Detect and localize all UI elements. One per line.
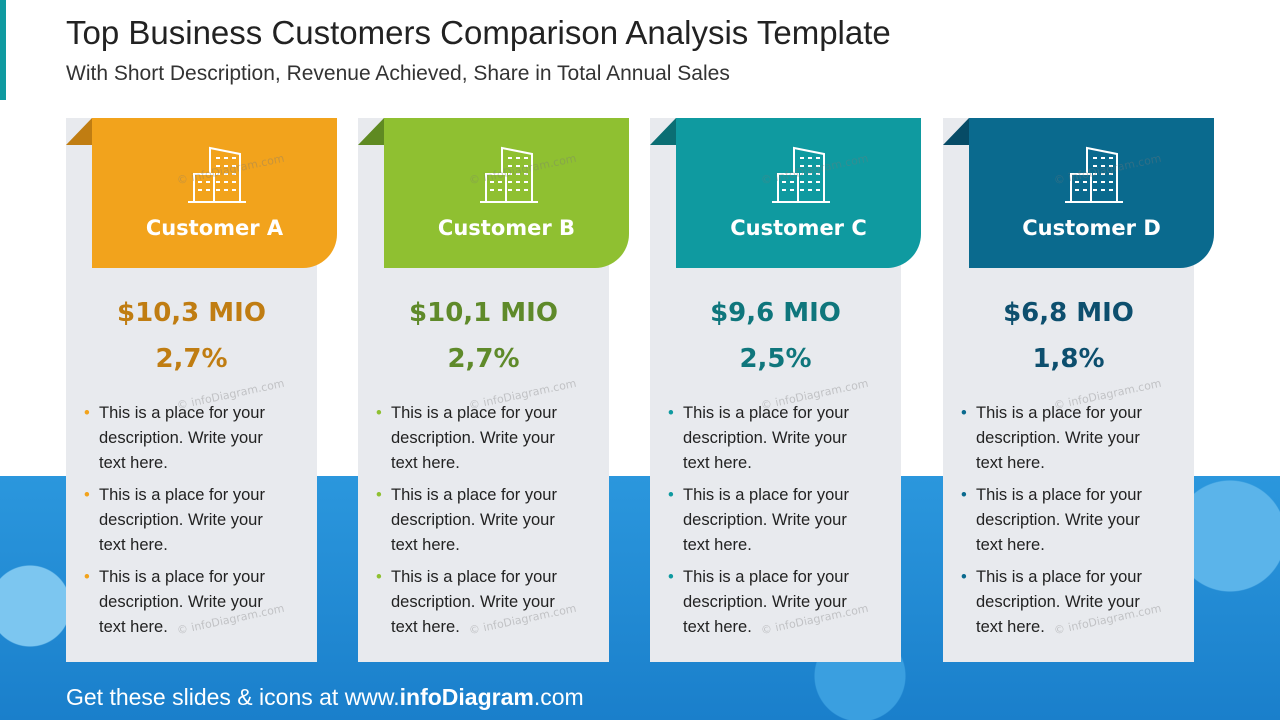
bullet: •	[84, 486, 90, 504]
card: Customer D $6,8 MIO 1,8% • This is a place f…	[943, 118, 1214, 662]
bullet: •	[961, 404, 967, 422]
bullet: •	[961, 568, 967, 586]
card-header: Customer D	[969, 118, 1214, 268]
bullet: •	[376, 404, 382, 422]
card-header: Customer A	[92, 118, 337, 268]
bullet: •	[961, 486, 967, 504]
bullet: •	[668, 486, 674, 504]
bullet-text: This is a place for your description. Wr…	[99, 568, 265, 636]
share: 2,7%	[155, 344, 228, 374]
fold	[66, 118, 92, 145]
bullet-item: • This is a place for your description. W…	[84, 565, 289, 640]
building-icon	[186, 144, 248, 208]
bullet-text: This is a place for your description. Wr…	[683, 404, 849, 472]
revenue: $6,8 MIO	[1003, 298, 1134, 328]
customer-name: Customer D	[1022, 216, 1161, 240]
bullet-text: This is a place for your description. Wr…	[976, 568, 1142, 636]
building-icon	[478, 144, 540, 208]
bullet: •	[84, 568, 90, 586]
footer: Get these slides & icons at www.infoDiag…	[66, 684, 584, 711]
bullet: •	[668, 568, 674, 586]
bullet-item: • This is a place for your description. W…	[376, 565, 581, 640]
bullet-item: • This is a place for your description. W…	[84, 483, 289, 558]
bullet-item: • This is a place for your description. W…	[961, 483, 1166, 558]
bullet-item: • This is a place for your description. W…	[961, 401, 1166, 476]
bullet-item: • This is a place for your description. W…	[376, 483, 581, 558]
card: Customer C $9,6 MIO 2,5% • This is a place f…	[650, 118, 921, 662]
footer-text: Get these slides & icons at www.	[66, 684, 400, 710]
bullet: •	[84, 404, 90, 422]
subtitle: With Short Description, Revenue Achieved…	[66, 62, 730, 85]
bullet-text: This is a place for your description. Wr…	[391, 404, 557, 472]
bullet-item: • This is a place for your description. W…	[668, 483, 873, 558]
customer-name: Customer B	[437, 216, 576, 240]
bullet-item: • This is a place for your description. W…	[668, 401, 873, 476]
building-icon	[770, 144, 832, 208]
bullet-text: This is a place for your description. Wr…	[391, 568, 557, 636]
share: 2,5%	[739, 344, 812, 374]
footer-brand: infoDiagram	[399, 684, 534, 710]
description-list: • This is a place for your description. W…	[84, 401, 289, 647]
revenue: $10,1 MIO	[409, 298, 558, 328]
bullet-text: This is a place for your description. Wr…	[99, 404, 265, 472]
card-header: Customer C	[676, 118, 921, 268]
card-header: Customer B	[384, 118, 629, 268]
bullet: •	[376, 568, 382, 586]
bullet: •	[668, 404, 674, 422]
bullet-item: • This is a place for your description. W…	[668, 565, 873, 640]
building-icon	[1063, 144, 1125, 208]
bullet-text: This is a place for your description. Wr…	[976, 404, 1142, 472]
revenue: $9,6 MIO	[710, 298, 841, 328]
footer-text: .com	[533, 684, 584, 710]
bullet-text: This is a place for your description. Wr…	[976, 486, 1142, 554]
card: Customer B $10,1 MIO 2,7% • This is a place …	[358, 118, 629, 662]
title: Top Business Customers Comparison Analys…	[66, 14, 891, 51]
description-list: • This is a place for your description. W…	[376, 401, 581, 647]
bullet-text: This is a place for your description. Wr…	[683, 486, 849, 554]
card: Customer A $10,3 MIO 2,7% • This is a place …	[66, 118, 337, 662]
share: 1,8%	[1032, 344, 1105, 374]
fold	[943, 118, 969, 145]
bullet-item: • This is a place for your description. W…	[376, 401, 581, 476]
customer-name: Customer C	[730, 216, 867, 240]
bullet-item: • This is a place for your description. W…	[84, 401, 289, 476]
share: 2,7%	[447, 344, 520, 374]
fold	[358, 118, 384, 145]
bullet-item: • This is a place for your description. W…	[961, 565, 1166, 640]
revenue: $10,3 MIO	[117, 298, 266, 328]
accent-bar	[0, 0, 6, 100]
description-list: • This is a place for your description. W…	[668, 401, 873, 647]
fold	[650, 118, 676, 145]
bullet-text: This is a place for your description. Wr…	[99, 486, 265, 554]
description-list: • This is a place for your description. W…	[961, 401, 1166, 647]
bullet-text: This is a place for your description. Wr…	[391, 486, 557, 554]
bullet: •	[376, 486, 382, 504]
bullet-text: This is a place for your description. Wr…	[683, 568, 849, 636]
customer-name: Customer A	[145, 216, 284, 240]
